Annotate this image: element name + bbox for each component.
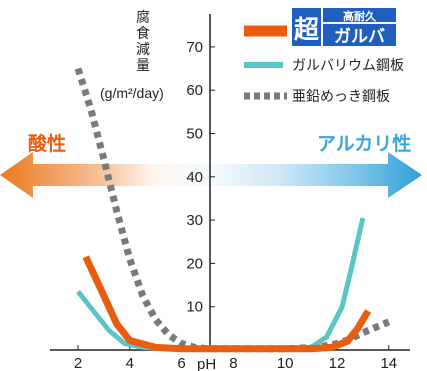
legend-label-galvalume: ガルバリウム鋼板 [292,58,404,74]
y-tick-label: 10 [186,299,203,316]
y-axis-label-char: 減 [136,41,150,58]
y-tick-label: 30 [186,212,203,229]
badge-top-text: 高耐久 [343,9,377,23]
y-ticks: 10 20 30 40 50 60 70 [186,39,215,316]
super-galva-badge: 超 高耐久 ガルバ [292,8,396,47]
y-axis-label-char: 腐 [136,9,150,26]
y-tick-label: 60 [186,82,203,99]
ph-gradient-band [0,152,422,198]
y-tick-label: 20 [186,255,203,272]
legend-label-galvanized: 亜鉛めっき鋼板 [292,89,390,105]
badge-bottom-text: ガルバ [334,27,385,47]
x-tick-label: 8 [229,355,237,371]
alkaline-label: アルカリ性 [317,132,411,155]
x-tick-label: 14 [380,355,397,371]
badge-main-box [292,8,321,46]
y-axis-label-char: 食 [136,25,150,42]
x-axis-label: pH [197,356,216,371]
badge-top-box [323,8,396,22]
acid-label: 酸性 [28,132,66,155]
x-tick-label: 10 [277,355,294,371]
x-tick-label: 6 [177,355,185,371]
y-tick-label: 40 [186,169,203,186]
x-tick-label: 4 [126,355,134,371]
y-axis-unit: (g/m²/day) [100,85,164,101]
legend: 超 高耐久 ガルバ ガルバリウム鋼板 亜鉛めっき鋼板 [244,8,404,105]
badge-bottom-box [323,24,396,46]
y-tick-label: 50 [186,126,203,143]
series-line-super-galva [82,255,372,353]
x-tick-label: 12 [329,355,346,371]
y-axis-label: 腐食減量 [136,9,150,74]
y-tick-label: 70 [186,39,203,56]
y-axis-label-char: 量 [136,58,150,74]
badge-main-text: 超 [294,15,320,44]
series-group [74,67,391,353]
x-tick-label: 2 [74,355,82,371]
